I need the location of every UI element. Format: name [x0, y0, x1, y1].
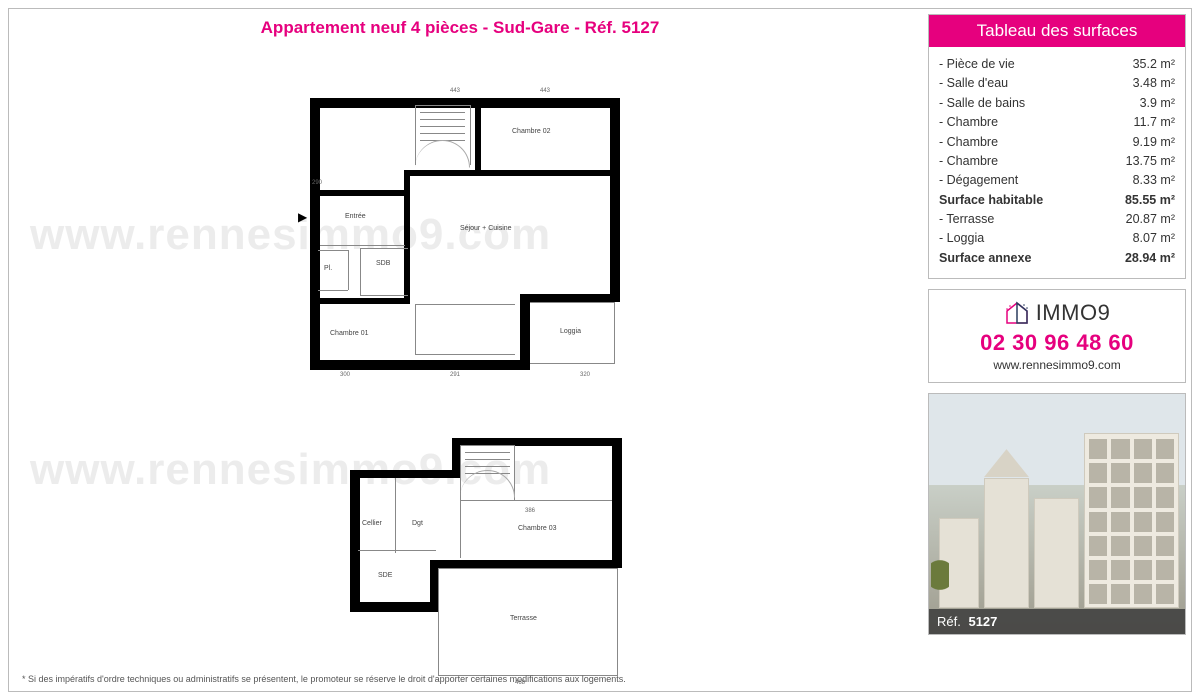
- brand-text: IMMO9: [1036, 300, 1111, 326]
- entrance-arrow-icon: ▶: [298, 210, 307, 224]
- surface-row: - Dégagement 8.33 m²: [939, 171, 1175, 190]
- room-label: Terrasse: [510, 615, 537, 622]
- floorplan: ▶ Chambre 02 Séjour + Cuisine Entrée Pl.…: [20, 50, 900, 640]
- surfaces-body: - Pièce de vie 35.2 m² - Salle d'eau 3.48 m…: [929, 47, 1185, 278]
- house-icon: [1004, 300, 1030, 326]
- surface-row: - Salle d'eau 3.48 m²: [939, 74, 1175, 93]
- room-label: Chambre 02: [512, 128, 551, 135]
- surface-row: Surface annexe 28.94 m²: [939, 249, 1175, 268]
- surface-row: - Chambre 13.75 m²: [939, 152, 1175, 171]
- surface-label: - Chambre: [939, 152, 998, 171]
- footnote: * Si des impératifs d'ordre techniques o…: [22, 674, 626, 684]
- surface-row: - Chambre 9.19 m²: [939, 133, 1175, 152]
- surface-value: 35.2 m²: [1133, 55, 1175, 74]
- surface-label: - Loggia: [939, 229, 984, 248]
- ref-value: 5127: [968, 614, 997, 629]
- surface-row: - Pièce de vie 35.2 m²: [939, 55, 1175, 74]
- surface-value: 13.75 m²: [1126, 152, 1175, 171]
- surface-value: 20.87 m²: [1126, 210, 1175, 229]
- surface-row: - Salle de bains 3.9 m²: [939, 94, 1175, 113]
- surface-label: - Chambre: [939, 133, 998, 152]
- surfaces-header: Tableau des surfaces: [929, 15, 1185, 47]
- room-label: SDE: [378, 572, 392, 579]
- website-url: www.rennesimmo9.com: [935, 358, 1179, 372]
- surface-value: 3.48 m²: [1133, 74, 1175, 93]
- room-label: Entrée: [345, 213, 366, 220]
- sidebar: Tableau des surfaces - Pièce de vie 35.2 …: [928, 14, 1186, 635]
- surface-value: 8.33 m²: [1133, 171, 1175, 190]
- surface-row: - Chambre 11.7 m²: [939, 113, 1175, 132]
- room-label: Chambre 03: [518, 525, 557, 532]
- room-label: Cellier: [362, 520, 382, 527]
- surface-value: 85.55 m²: [1125, 191, 1175, 210]
- room-label: SDB: [376, 260, 390, 267]
- surface-value: 28.94 m²: [1125, 249, 1175, 268]
- surface-value: 9.19 m²: [1133, 133, 1175, 152]
- surface-label: - Salle de bains: [939, 94, 1025, 113]
- surfaces-panel: Tableau des surfaces - Pièce de vie 35.2 …: [928, 14, 1186, 279]
- surface-label: - Chambre: [939, 113, 998, 132]
- ref-label: Réf.: [937, 614, 961, 629]
- surface-row: - Terrasse 20.87 m²: [939, 210, 1175, 229]
- photo-ref-strip: Réf. 5127: [929, 609, 1185, 634]
- surface-label: - Salle d'eau: [939, 74, 1008, 93]
- room-label: Pl.: [324, 265, 332, 272]
- surface-value: 8.07 m²: [1133, 229, 1175, 248]
- brand-logo: IMMO9: [935, 300, 1179, 326]
- room-label: Séjour + Cuisine: [460, 225, 512, 232]
- surface-label: Surface habitable: [939, 191, 1043, 210]
- surface-label: Surface annexe: [939, 249, 1031, 268]
- phone-number: 02 30 96 48 60: [935, 330, 1179, 356]
- surface-label: - Dégagement: [939, 171, 1018, 190]
- surface-row: - Loggia 8.07 m²: [939, 229, 1175, 248]
- building-photo: Réf. 5127: [928, 393, 1186, 635]
- contact-panel: IMMO9 02 30 96 48 60 www.rennesimmo9.com: [928, 289, 1186, 383]
- surface-row: Surface habitable 85.55 m²: [939, 191, 1175, 210]
- surface-value: 11.7 m²: [1134, 113, 1175, 132]
- surface-value: 3.9 m²: [1140, 94, 1175, 113]
- room-label: Loggia: [560, 328, 581, 335]
- surface-label: - Pièce de vie: [939, 55, 1015, 74]
- room-label: Dgt: [412, 520, 423, 527]
- room-label: Chambre 01: [330, 330, 369, 337]
- page-title: Appartement neuf 4 pièces - Sud-Gare - R…: [0, 18, 920, 38]
- surface-label: - Terrasse: [939, 210, 994, 229]
